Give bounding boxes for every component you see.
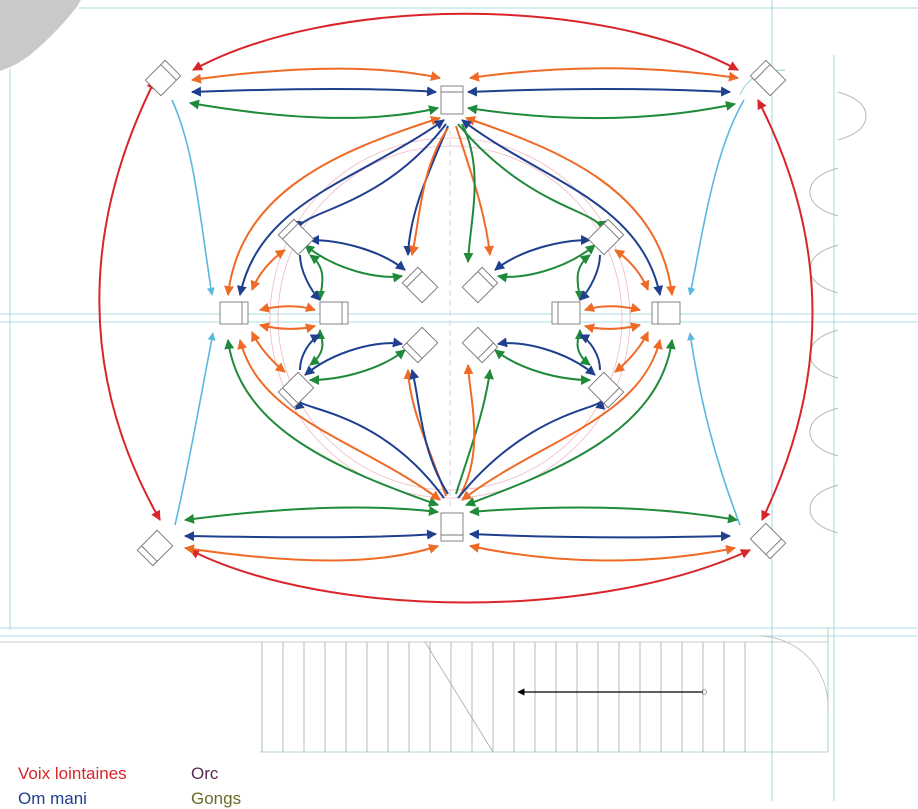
speaker-icon — [219, 301, 249, 325]
legend-orc: Orc — [191, 764, 219, 783]
speaker-icon — [144, 59, 182, 97]
speaker-icon — [551, 301, 581, 325]
speaker-icon — [749, 59, 787, 97]
speaker-icon — [319, 301, 349, 325]
speaker-icon — [587, 218, 625, 256]
speaker-icon — [277, 371, 315, 409]
inner-right-arrows — [494, 235, 650, 385]
speaker-icon — [401, 266, 439, 304]
top-arrows — [189, 67, 739, 120]
speaker-icon — [401, 326, 439, 364]
bottom-arrows — [184, 505, 738, 562]
red-arrows — [98, 12, 814, 604]
window-bays — [739, 69, 867, 534]
center-bottom-arrows — [224, 339, 676, 507]
speaker-icon — [749, 522, 787, 560]
speaker-icon — [587, 371, 625, 409]
speaker-icon — [136, 529, 174, 567]
speaker-icon — [651, 301, 681, 325]
corner-decoration — [0, 0, 83, 73]
speaker-icon — [440, 85, 464, 115]
staircase — [261, 635, 829, 753]
legend-gongs: Gongs — [191, 789, 242, 808]
legend-voix-lointaines: Voix lointaines — [18, 764, 127, 783]
legend-om-mani: Om mani — [18, 789, 87, 808]
speakers — [136, 59, 787, 567]
hall-circle — [269, 130, 631, 510]
speaker-icon — [461, 326, 499, 364]
lightblue-arrows — [171, 99, 745, 526]
speaker-icon — [440, 512, 464, 542]
speaker-icon — [277, 218, 315, 256]
speaker-icon — [461, 266, 499, 304]
inner-left-arrows — [250, 235, 406, 385]
